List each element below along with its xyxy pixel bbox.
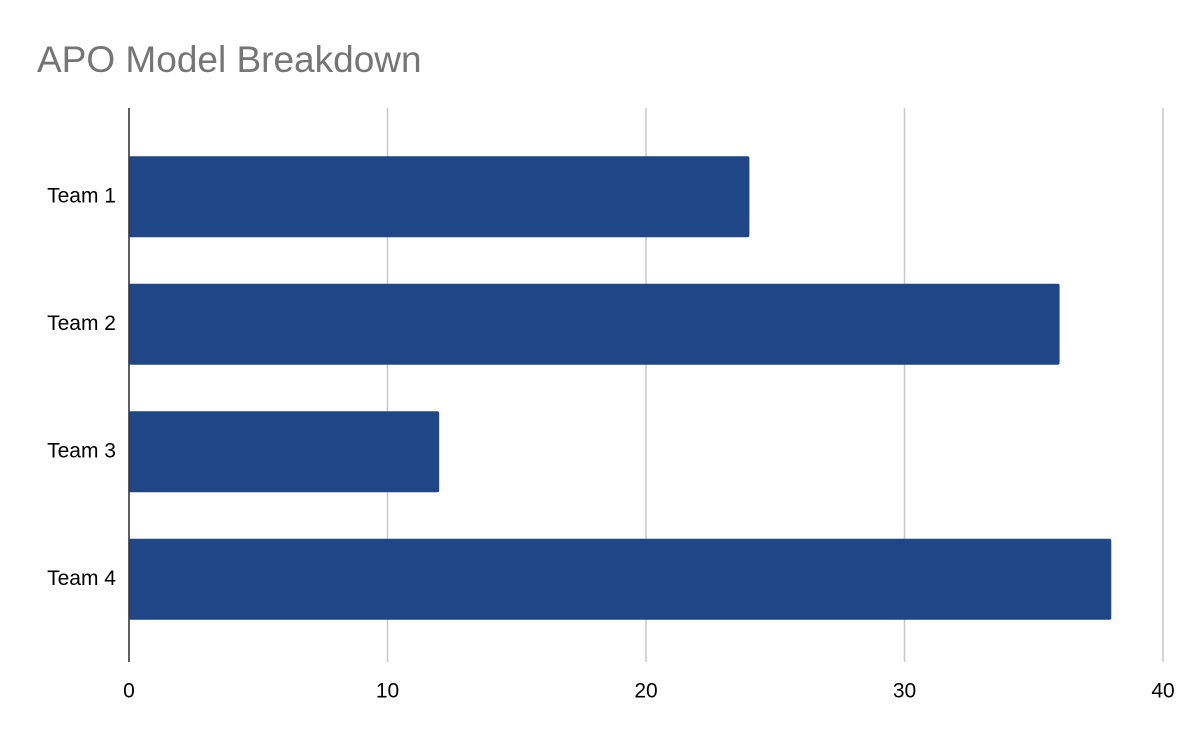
x-tick-label: 20 <box>634 680 657 703</box>
y-tick-label: Team 2 <box>47 312 116 335</box>
x-tick-label: 10 <box>376 680 399 703</box>
x-tick-label: 40 <box>1151 680 1174 703</box>
bar <box>129 538 1112 620</box>
y-tick-label: Team 4 <box>47 567 116 590</box>
bar <box>129 411 440 493</box>
x-tick-label: 0 <box>123 680 135 703</box>
bar <box>129 156 750 238</box>
bar <box>129 283 1060 365</box>
x-tick-label: 30 <box>893 680 916 703</box>
chart-title: APO Model Breakdown <box>37 39 422 80</box>
y-tick-label: Team 3 <box>47 439 116 462</box>
y-tick-label: Team 1 <box>47 184 116 207</box>
